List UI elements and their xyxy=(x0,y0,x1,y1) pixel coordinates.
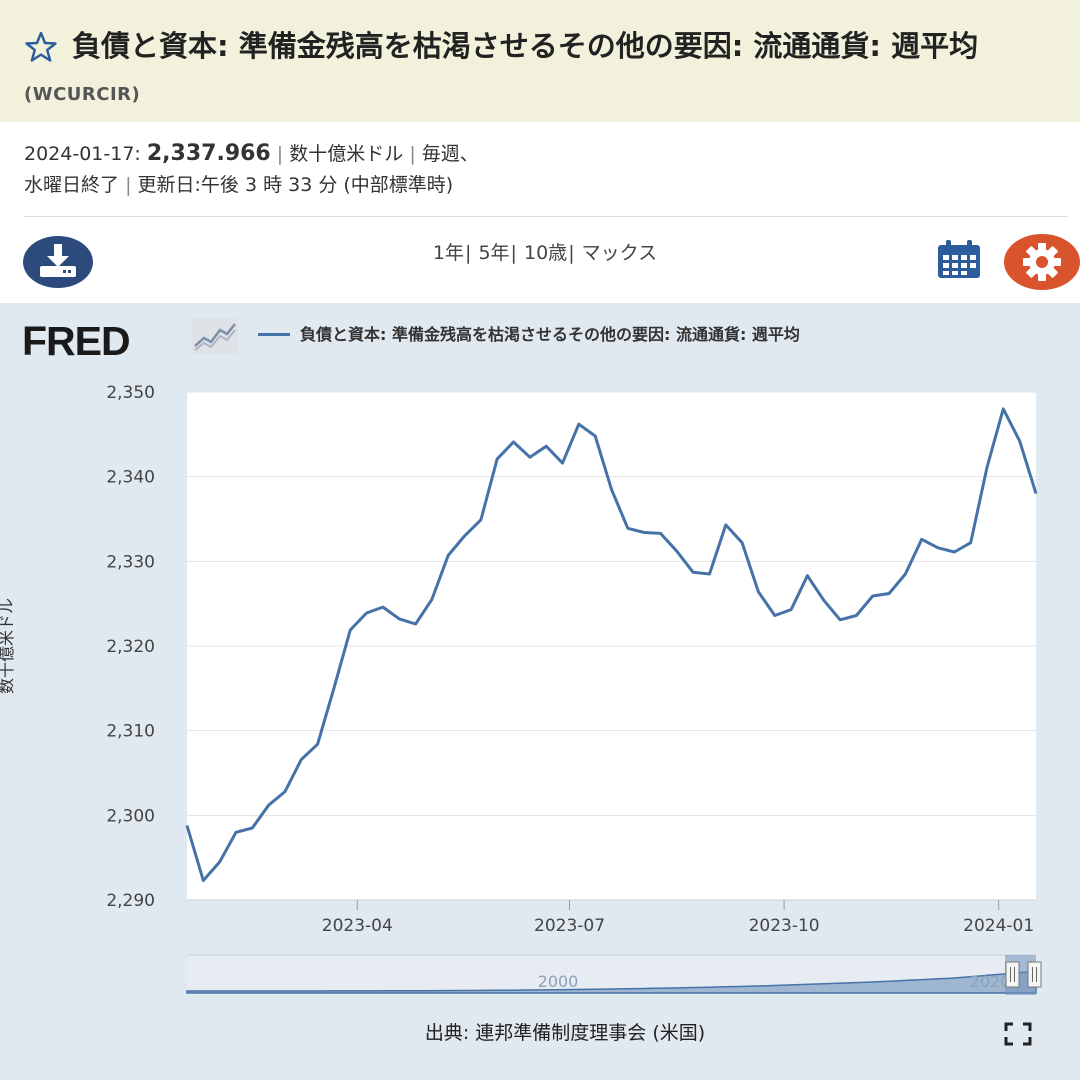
fred-chart-icon xyxy=(192,318,238,354)
star-icon[interactable] xyxy=(24,30,58,64)
x-tick-label: 2023-10 xyxy=(749,916,820,936)
y-axis-label: 数十億米ドル xyxy=(0,598,16,694)
download-icon xyxy=(40,244,76,277)
observation-date: 2024-01-17: xyxy=(24,143,141,165)
x-tick-label: 2023-04 xyxy=(322,916,393,936)
range-5y[interactable]: 5年 xyxy=(478,242,510,264)
y-tick-label: 2,330 xyxy=(106,552,155,572)
source-text: 出典: 連邦準備制度理事会 (米国) xyxy=(424,1022,706,1044)
divider xyxy=(24,216,1068,217)
calendar-icon[interactable] xyxy=(936,240,982,280)
x-tick-label: 2023-07 xyxy=(534,916,605,936)
x-axis: 2023-04 2023-07 2023-10 2024-01 xyxy=(187,899,1036,936)
fullscreen-icon[interactable] xyxy=(1004,1022,1032,1046)
series-meta: 2024-01-17: 2,337.966 | 数十億米ドル | 毎週、 水曜日… xyxy=(24,141,479,196)
y-tick-label: 2,300 xyxy=(106,806,155,826)
legend-label: 負債と資本: 準備金残高を枯渇させるその他の要因: 流通通貨: 週平均 xyxy=(300,325,800,344)
download-button[interactable] xyxy=(23,236,93,288)
y-tick-label: 2,310 xyxy=(106,722,155,742)
grid-lines xyxy=(187,391,1036,816)
y-axis: 2,290 2,300 2,310 2,320 2,330 2,340 2,350 xyxy=(106,383,155,911)
fred-logo: FRED xyxy=(22,318,131,364)
frequency-text: 毎週、 xyxy=(421,143,479,165)
range-max[interactable]: マックス xyxy=(581,242,658,264)
x-tick-label: 2024-01 xyxy=(963,916,1034,936)
settings-button[interactable] xyxy=(1004,234,1080,290)
observation-value: 2,337.966 xyxy=(146,141,271,166)
units-text: 数十億米ドル xyxy=(289,143,404,165)
page-title: 負債と資本: 準備金残高を枯渇させるその他の要因: 流通通貨: 週平均 (WCUR… xyxy=(24,24,1054,117)
series-id: (WCURCIR) xyxy=(24,84,141,105)
series-title: 負債と資本: 準備金残高を枯渇させるその他の要因: 流通通貨: 週平均 xyxy=(72,29,979,63)
y-tick-label: 2,290 xyxy=(106,891,155,911)
updated-text: 更新日:午後 3 時 33 分 (中部標準時) xyxy=(137,174,454,196)
navigator-area xyxy=(186,970,1037,994)
range-10y[interactable]: 10歳 xyxy=(524,242,568,264)
navigator-label-2000: 2000 xyxy=(538,972,579,991)
y-tick-label: 2,350 xyxy=(106,383,155,403)
series-line[interactable] xyxy=(185,407,1038,882)
toolbar: 1年| 5年| 10歳| マックス xyxy=(0,226,1080,298)
range-selector: 1年| 5年| 10歳| マックス xyxy=(432,242,658,264)
range-1y[interactable]: 1年 xyxy=(432,242,464,264)
navigator-label-2020: 2020 xyxy=(970,972,1011,991)
line-chart[interactable]: 2,290 2,300 2,310 2,320 2,330 2,340 2,350 2023… xyxy=(0,0,1080,1000)
series-layer xyxy=(185,407,1038,882)
gear-icon xyxy=(1023,243,1061,281)
y-tick-label: 2,340 xyxy=(106,468,155,488)
navigator-handle-right[interactable] xyxy=(1027,961,1042,988)
navigator-handle-left[interactable] xyxy=(1005,961,1020,988)
period-text: 水曜日終了 xyxy=(24,174,120,196)
title-bar: 負債と資本: 準備金残高を枯渇させるその他の要因: 流通通貨: 週平均 (WCUR… xyxy=(0,0,1080,122)
y-tick-label: 2,320 xyxy=(106,637,155,657)
legend-swatch xyxy=(258,333,290,336)
